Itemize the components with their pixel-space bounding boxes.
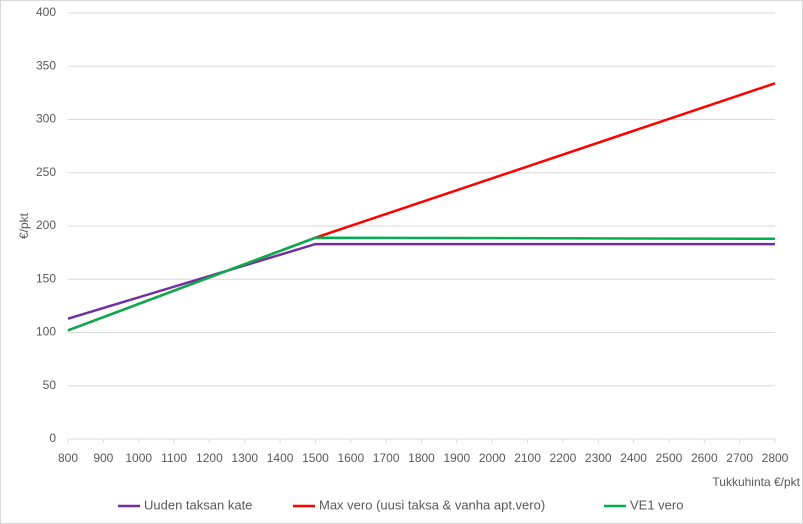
legend-label: VE1 vero — [630, 497, 683, 512]
y-tick-label: 0 — [49, 431, 56, 445]
y-tick-label: 350 — [36, 58, 56, 72]
x-axis-title: Tukkuhinta €/pkt — [712, 475, 800, 489]
x-tick-label: 1300 — [231, 451, 258, 465]
x-tick-label: 2700 — [726, 451, 753, 465]
x-tick-label: 800 — [58, 451, 78, 465]
x-tick-label: 1900 — [443, 451, 470, 465]
x-tick-label: 1600 — [337, 451, 364, 465]
y-tick-label: 50 — [43, 378, 57, 392]
x-tick-label: 2500 — [656, 451, 683, 465]
x-tick-label: 2200 — [550, 451, 577, 465]
x-tick-label: 2600 — [691, 451, 718, 465]
y-tick-label: 250 — [36, 165, 56, 179]
y-axis-title: €/pkt — [17, 212, 31, 239]
y-tick-label: 400 — [36, 5, 56, 19]
y-tick-label: 100 — [36, 325, 56, 339]
x-tick-label: 1100 — [161, 451, 187, 465]
x-tick-label: 1500 — [302, 451, 329, 465]
x-tick-label: 2800 — [762, 451, 789, 465]
legend-label: Uuden taksan kate — [144, 497, 252, 512]
x-tick-label: 2400 — [620, 451, 647, 465]
x-tick-label: 1700 — [373, 451, 400, 465]
series-line — [67, 236, 776, 332]
legend-label: Max vero (uusi taksa & vanha apt.vero) — [319, 497, 545, 512]
x-tick-label: 2000 — [479, 451, 506, 465]
x-tick-label: 2300 — [585, 451, 612, 465]
y-tick-label: 200 — [36, 218, 56, 232]
series-line — [67, 242, 775, 320]
y-tick-label: 300 — [36, 112, 56, 126]
x-tick-label: 1000 — [125, 451, 152, 465]
x-tick-label: 2100 — [514, 451, 541, 465]
x-tick-label: 1800 — [408, 451, 435, 465]
x-tick-label: 1400 — [267, 451, 294, 465]
x-tick-label: 900 — [93, 451, 113, 465]
y-tick-label: 150 — [36, 271, 56, 285]
x-tick-label: 1200 — [196, 451, 223, 465]
